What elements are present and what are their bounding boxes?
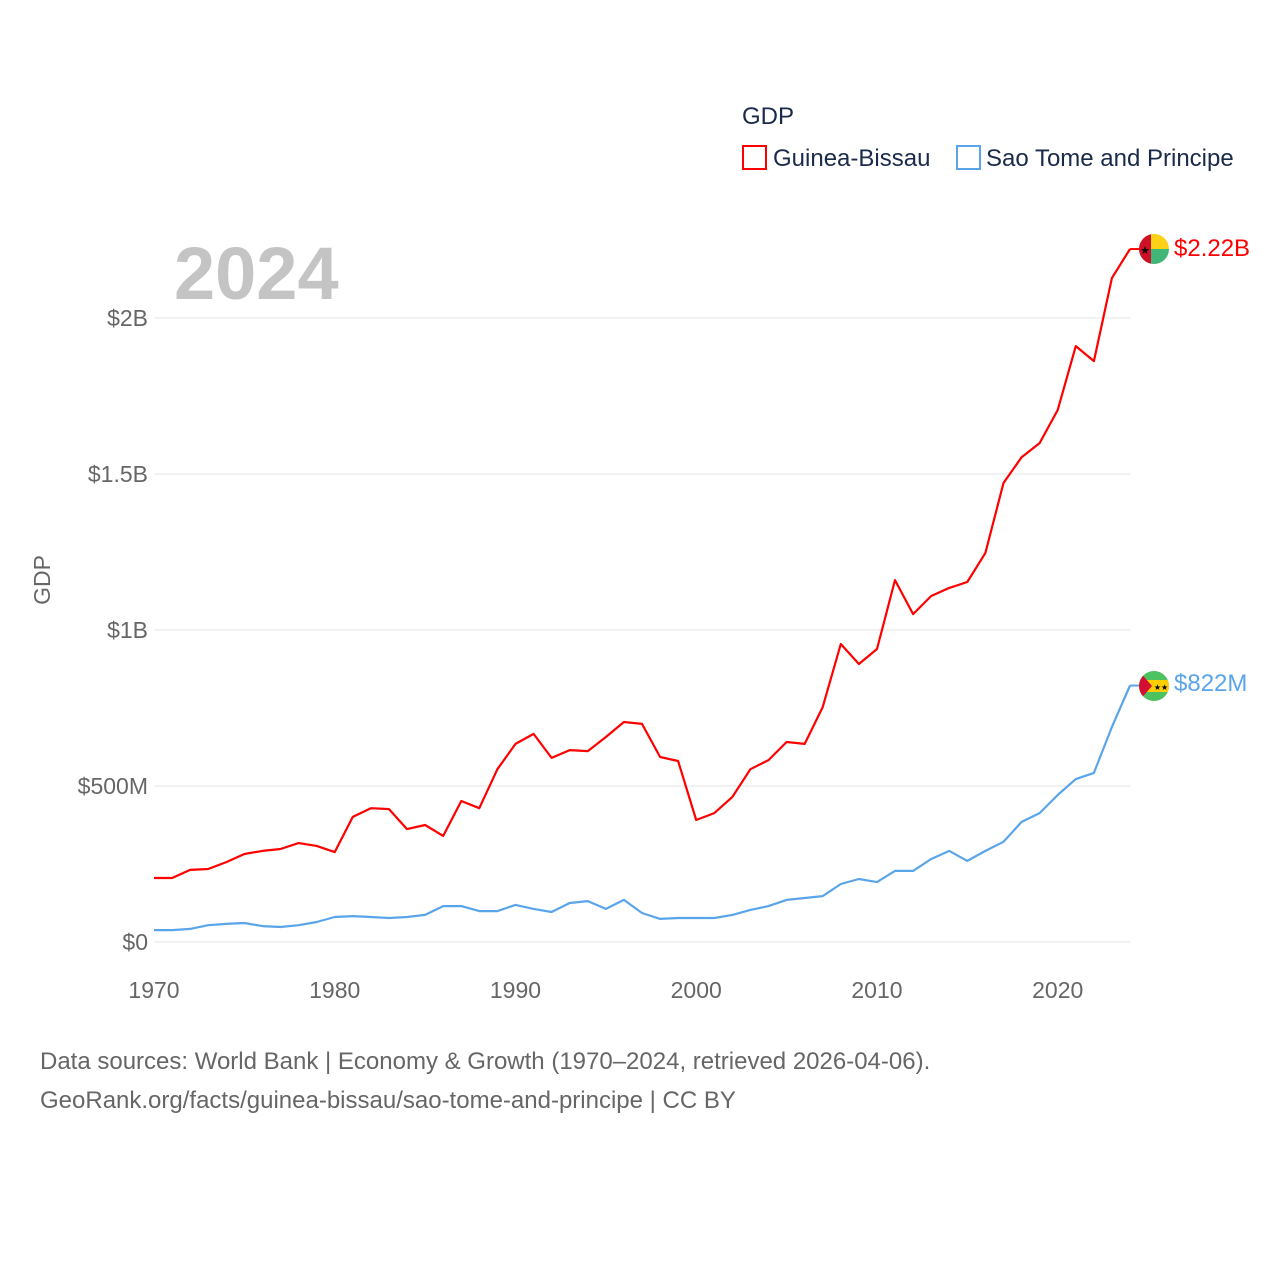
y-tick-label: $2B <box>107 305 148 331</box>
y-tick-label: $500M <box>78 773 148 799</box>
x-tick-label: 1990 <box>490 977 541 1003</box>
end-label-guinea-bissau: $2.22B <box>1174 235 1250 262</box>
series-line-sao-tome-and-principe <box>154 685 1132 932</box>
x-tick-label: 2000 <box>671 977 722 1003</box>
svg-text:★★: ★★ <box>1154 683 1168 692</box>
legend-label-guinea-bissau[interactable]: Guinea-Bissau <box>773 145 930 172</box>
x-tick-label: 1980 <box>309 977 360 1003</box>
svg-text:★: ★ <box>1140 245 1150 257</box>
legend-title: GDP <box>742 103 794 130</box>
legend-label-sao-tome[interactable]: Sao Tome and Principe <box>986 145 1234 172</box>
x-tick-label: 2010 <box>851 977 902 1003</box>
source-line-2[interactable]: GeoRank.org/facts/guinea-bissau/sao-tome… <box>40 1087 736 1114</box>
series-line-guinea-bissau <box>154 248 1131 880</box>
x-tick-label: 2020 <box>1032 977 1083 1003</box>
y-axis-label: GDP <box>29 555 55 605</box>
guinea-bissau-flag-icon: ★ <box>1139 234 1169 264</box>
y-tick-label: $1B <box>107 617 148 643</box>
source-line-1: Data sources: World Bank | Economy & Gro… <box>40 1048 930 1075</box>
legend: GDP Guinea-Bissau Sao Tome and Principe <box>742 103 1234 172</box>
y-tick-label: $1.5B <box>88 461 148 487</box>
sao-tome-flag-icon: ★★ <box>1139 671 1169 701</box>
x-tick-label: 1970 <box>128 977 179 1003</box>
legend-swatch-guinea-bissau <box>742 145 767 170</box>
y-tick-label: $0 <box>122 929 148 955</box>
legend-swatch-sao-tome <box>956 145 981 170</box>
year-label: 2024 <box>174 232 339 315</box>
end-label-sao-tome: $822M <box>1174 670 1247 697</box>
